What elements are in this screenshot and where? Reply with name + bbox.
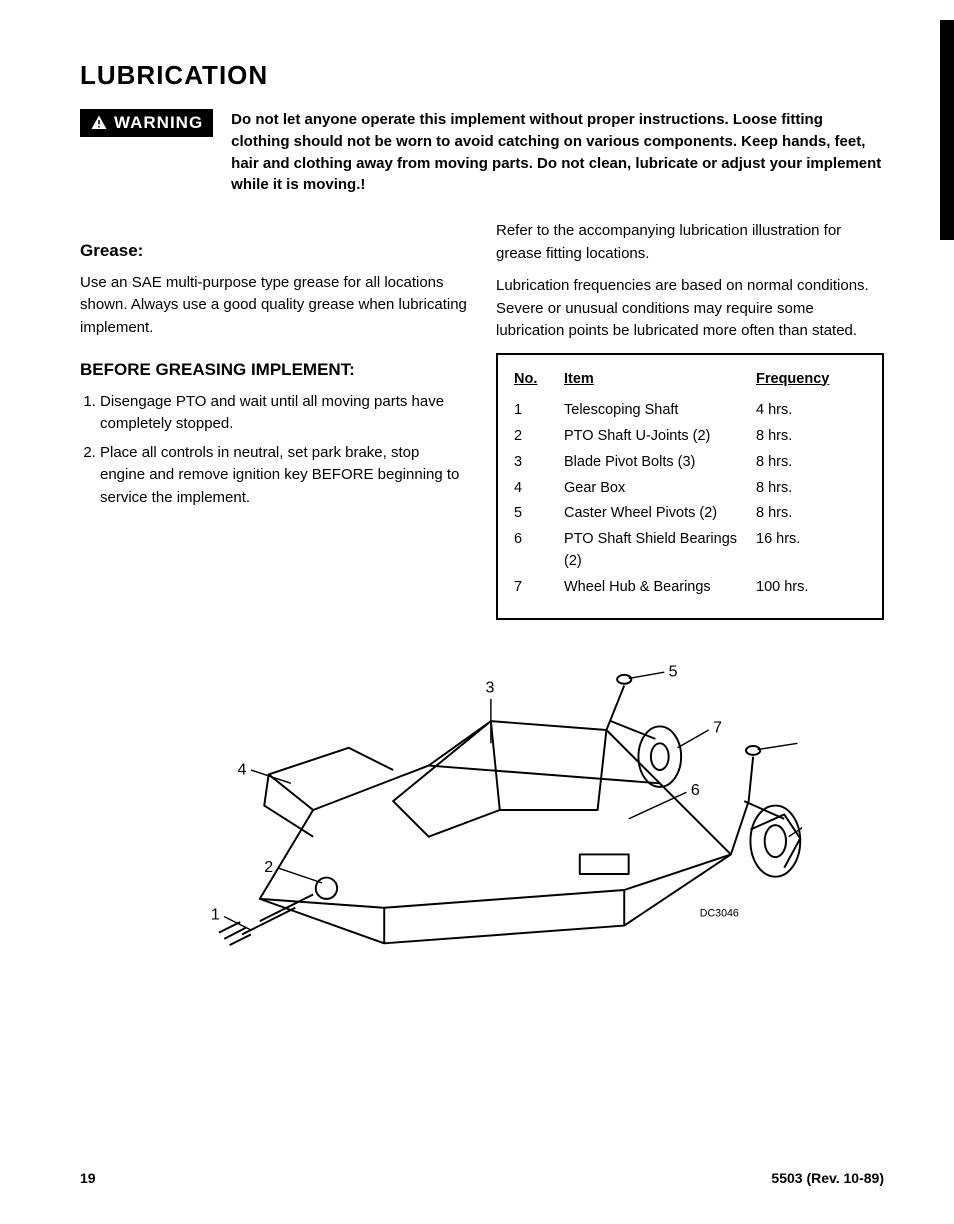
cell-freq: 100 hrs. bbox=[756, 577, 866, 599]
warning-badge: WARNING bbox=[80, 109, 213, 137]
th-freq: Frequency bbox=[756, 369, 866, 391]
table-row: 4 Gear Box 8 hrs. bbox=[514, 478, 866, 500]
cell-item: Gear Box bbox=[564, 478, 746, 500]
callout-7a: 7 bbox=[713, 720, 722, 737]
diagram-part-number: DC3046 bbox=[700, 908, 739, 920]
table-row: 2 PTO Shaft U-Joints (2) 8 hrs. bbox=[514, 426, 866, 448]
left-column: Grease: Use an SAE multi-purpose type gr… bbox=[80, 220, 468, 620]
grease-text: Use an SAE multi-purpose type grease for… bbox=[80, 272, 468, 340]
intro-text: Refer to the accompanying lubrication il… bbox=[496, 220, 884, 265]
mower-deck-illustration: 4 2 1 3 5 7 5 6 bbox=[162, 630, 802, 990]
cell-freq: 8 hrs. bbox=[756, 452, 866, 474]
freq-note: Lubrication frequencies are based on nor… bbox=[496, 275, 884, 343]
cell-freq: 16 hrs. bbox=[756, 529, 866, 573]
table-row: 1 Telescoping Shaft 4 hrs. bbox=[514, 400, 866, 422]
cell-item: PTO Shaft U-Joints (2) bbox=[564, 426, 746, 448]
grease-heading: Grease: bbox=[80, 238, 468, 264]
step-1: Disengage PTO and wait until all moving … bbox=[100, 391, 468, 436]
th-item: Item bbox=[564, 369, 746, 391]
cell-item: PTO Shaft Shield Bearings (2) bbox=[564, 529, 746, 573]
cell-freq: 8 hrs. bbox=[756, 503, 866, 525]
table-row: 5 Caster Wheel Pivots (2) 8 hrs. bbox=[514, 503, 866, 525]
warning-badge-label: WARNING bbox=[114, 113, 203, 133]
th-no: No. bbox=[514, 369, 554, 391]
cell-no: 7 bbox=[514, 577, 554, 599]
cell-no: 2 bbox=[514, 426, 554, 448]
warning-triangle-icon bbox=[90, 114, 108, 132]
cell-freq: 8 hrs. bbox=[756, 478, 866, 500]
warning-text: Do not let anyone operate this implement… bbox=[231, 109, 884, 196]
cell-no: 1 bbox=[514, 400, 554, 422]
page-number: 19 bbox=[80, 1170, 96, 1186]
lubrication-diagram: 4 2 1 3 5 7 5 6 bbox=[80, 630, 884, 995]
callout-5a: 5 bbox=[669, 664, 678, 681]
table-row: 6 PTO Shaft Shield Bearings (2) 16 hrs. bbox=[514, 529, 866, 573]
right-column: Refer to the accompanying lubrication il… bbox=[496, 220, 884, 620]
cell-item: Wheel Hub & Bearings bbox=[564, 577, 746, 599]
cell-no: 4 bbox=[514, 478, 554, 500]
before-heading: BEFORE GREASING IMPLEMENT: bbox=[80, 357, 468, 383]
cell-freq: 4 hrs. bbox=[756, 400, 866, 422]
cell-item: Caster Wheel Pivots (2) bbox=[564, 503, 746, 525]
callout-2: 2 bbox=[264, 859, 273, 876]
cell-item: Blade Pivot Bolts (3) bbox=[564, 452, 746, 474]
warning-block: WARNING Do not let anyone operate this i… bbox=[80, 109, 884, 196]
cell-no: 5 bbox=[514, 503, 554, 525]
lubrication-table: No. Item Frequency 1 Telescoping Shaft 4… bbox=[496, 353, 884, 621]
callout-1: 1 bbox=[211, 907, 220, 924]
callout-4: 4 bbox=[238, 762, 247, 779]
callout-3: 3 bbox=[486, 680, 495, 697]
cell-no: 6 bbox=[514, 529, 554, 573]
cell-item: Telescoping Shaft bbox=[564, 400, 746, 422]
table-row: 7 Wheel Hub & Bearings 100 hrs. bbox=[514, 577, 866, 599]
before-steps: Disengage PTO and wait until all moving … bbox=[100, 391, 468, 510]
cell-no: 3 bbox=[514, 452, 554, 474]
doc-revision: 5503 (Rev. 10-89) bbox=[771, 1170, 884, 1186]
step-2: Place all controls in neutral, set park … bbox=[100, 442, 468, 510]
callout-6: 6 bbox=[691, 782, 700, 799]
manual-page: LUBRICATION WARNING Do not let anyone op… bbox=[0, 0, 954, 1224]
page-title: LUBRICATION bbox=[80, 60, 884, 91]
cell-freq: 8 hrs. bbox=[756, 426, 866, 448]
table-row: 3 Blade Pivot Bolts (3) 8 hrs. bbox=[514, 452, 866, 474]
